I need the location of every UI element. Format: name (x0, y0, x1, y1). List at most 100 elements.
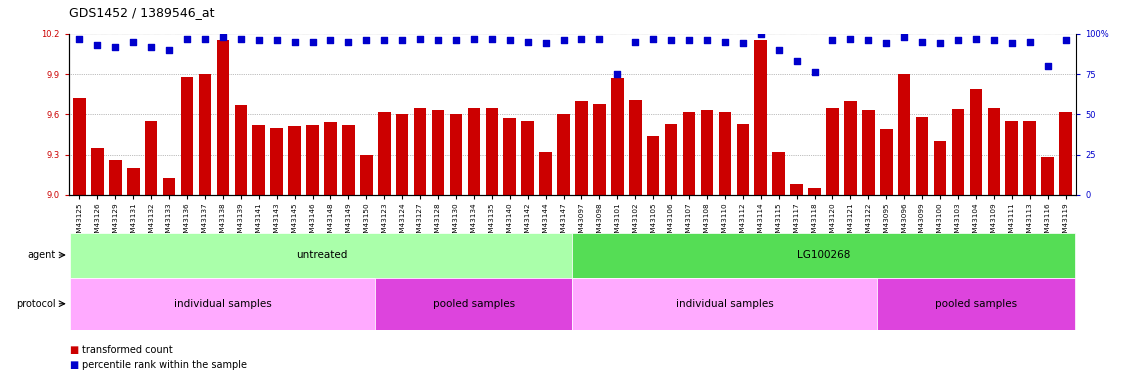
Point (322, 37, 340, 43)
Bar (629, 100, 641, 195)
Text: GDS1452 / 1389546_at: GDS1452 / 1389546_at (69, 6, 214, 19)
Point (895, 34, 914, 40)
Bar (127, 168, 140, 195)
Bar (827, 108, 839, 195)
Bar (235, 105, 247, 195)
Bar (862, 110, 875, 195)
Bar (163, 177, 175, 195)
Point (734, 40, 752, 46)
Bar (521, 121, 534, 195)
Point (357, 37, 376, 43)
Point (376, 37, 394, 43)
Bar (467, 108, 480, 195)
Text: agent: agent (27, 250, 56, 260)
Point (231, 36, 250, 42)
Point (985, 37, 1003, 43)
Point (716, 39, 734, 45)
Bar (593, 104, 606, 195)
Point (1039, 63, 1057, 69)
Point (1020, 39, 1039, 45)
Point (250, 37, 268, 43)
Bar (611, 78, 624, 195)
Point (554, 37, 572, 43)
Point (788, 58, 806, 64)
Point (483, 36, 502, 42)
Point (626, 39, 645, 45)
Point (697, 37, 716, 43)
Bar (572, 232, 1074, 278)
Point (823, 37, 842, 43)
Bar (324, 123, 337, 195)
Bar (306, 125, 318, 195)
Bar (934, 141, 946, 195)
Bar (701, 110, 713, 195)
Point (572, 36, 591, 42)
Bar (881, 129, 893, 195)
Bar (719, 112, 732, 195)
Bar (1005, 121, 1018, 195)
Bar (270, 128, 283, 195)
Point (805, 69, 823, 75)
Bar (736, 124, 749, 195)
Point (214, 34, 232, 40)
Bar (181, 77, 194, 195)
Bar (73, 98, 86, 195)
Bar (808, 188, 821, 195)
Bar (109, 160, 121, 195)
Bar (378, 112, 390, 195)
Point (966, 36, 985, 42)
Point (177, 36, 196, 42)
Bar (71, 232, 572, 278)
Text: individual samples: individual samples (174, 299, 271, 309)
Bar (665, 124, 678, 195)
Point (769, 47, 788, 53)
Bar (572, 278, 877, 330)
Bar (199, 74, 211, 195)
Point (106, 44, 125, 50)
Text: individual samples: individual samples (676, 299, 774, 309)
Text: transformed count: transformed count (82, 345, 173, 355)
Bar (396, 114, 409, 195)
Point (88, 42, 106, 48)
Bar (92, 148, 104, 195)
Bar (432, 110, 444, 195)
Bar (970, 89, 982, 195)
Bar (216, 40, 229, 195)
Text: untreated: untreated (295, 250, 347, 260)
Point (124, 39, 142, 45)
Bar (252, 125, 264, 195)
Point (1003, 40, 1021, 46)
Bar (773, 152, 785, 195)
Point (339, 39, 357, 45)
Text: protocol: protocol (16, 299, 56, 309)
Bar (790, 184, 803, 195)
Point (411, 36, 429, 42)
Point (447, 37, 465, 43)
Point (303, 39, 322, 45)
Bar (342, 125, 355, 195)
Bar (647, 136, 660, 195)
Bar (951, 109, 964, 195)
Bar (877, 278, 1074, 330)
Point (877, 40, 895, 46)
Point (859, 37, 877, 43)
Bar (504, 118, 516, 195)
Point (429, 37, 448, 43)
Point (196, 36, 214, 42)
Point (519, 39, 537, 45)
Point (537, 40, 555, 46)
Point (393, 37, 411, 43)
Bar (987, 108, 1000, 195)
Point (608, 71, 626, 77)
Point (500, 37, 519, 43)
Text: ■: ■ (69, 360, 78, 370)
Bar (413, 108, 426, 195)
Bar (539, 152, 552, 195)
Bar (71, 278, 376, 330)
Point (285, 39, 303, 45)
Bar (844, 101, 856, 195)
Bar (145, 121, 158, 195)
Bar (1041, 158, 1053, 195)
Point (751, 31, 769, 37)
Text: pooled samples: pooled samples (934, 299, 1017, 309)
